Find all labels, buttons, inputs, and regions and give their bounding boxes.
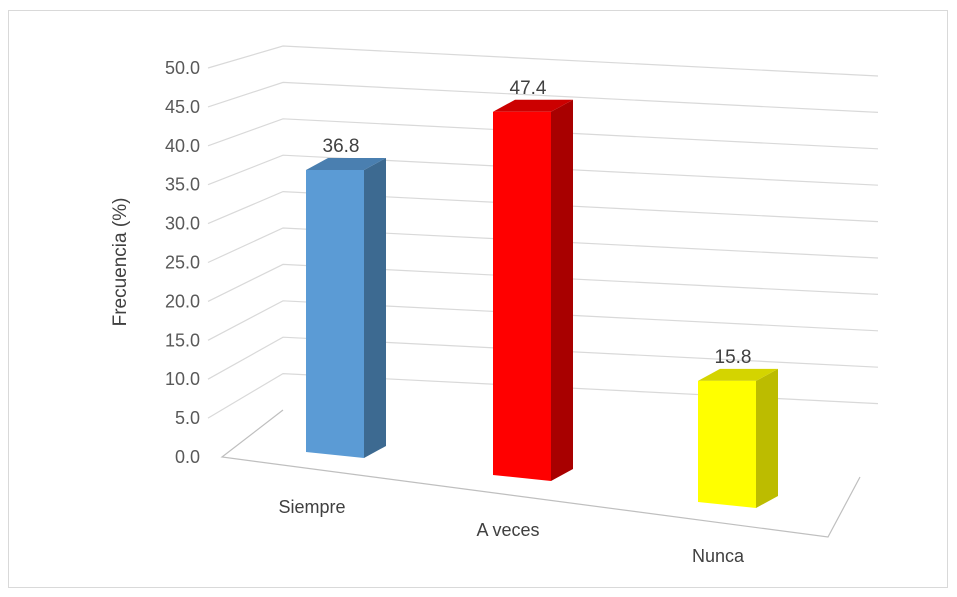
y-tick-label: 50.0	[165, 58, 200, 78]
gridline	[207, 81, 879, 113]
y-tick-label: 0.0	[175, 447, 200, 467]
floor-edge	[220, 409, 861, 538]
bar-top	[493, 99, 573, 112]
y-tick-label: 30.0	[165, 214, 200, 234]
y-tick-label: 5.0	[175, 408, 200, 428]
y-tick-label: 15.0	[165, 330, 200, 350]
y-tick-label: 25.0	[165, 253, 200, 273]
bar-top	[306, 157, 386, 170]
y-tick-label: 35.0	[165, 175, 200, 195]
chart-floor	[220, 409, 861, 538]
gridline	[207, 372, 879, 419]
gridline	[207, 154, 879, 186]
gridline	[207, 45, 879, 77]
bar-side	[756, 368, 778, 508]
gridline	[207, 190, 879, 225]
y-tick-label: 20.0	[165, 291, 200, 311]
category-labels: Siempre A veces Nunca	[278, 497, 745, 566]
category-label: Nunca	[692, 546, 745, 566]
bars	[306, 99, 778, 508]
bar-front	[306, 169, 364, 459]
bar-front	[698, 380, 756, 508]
gridline	[207, 118, 879, 150]
bar-siempre	[306, 157, 386, 459]
bar-a-veces	[493, 99, 573, 481]
gridline	[207, 263, 879, 302]
category-label: A veces	[476, 520, 539, 540]
y-tick-label: 40.0	[165, 136, 200, 156]
y-tick-label: 45.0	[165, 97, 200, 117]
gridline	[207, 336, 879, 380]
bar-front	[493, 111, 551, 481]
data-label: 47.4	[510, 78, 547, 99]
category-label: Siempre	[278, 497, 345, 517]
y-axis-ticks: 0.0 5.0 10.0 15.0 20.0 25.0 30.0 35.0 40.0 45.0 50…	[165, 58, 200, 467]
gridlines	[207, 45, 879, 419]
bar-side	[364, 157, 386, 459]
data-label: 15.8	[715, 347, 752, 368]
chart-frame	[8, 10, 948, 588]
bar-nunca	[698, 368, 778, 508]
gridline	[207, 300, 879, 341]
data-label: 36.8	[323, 136, 360, 157]
y-tick-label: 10.0	[165, 369, 200, 389]
y-axis-label: Frecuencia (%)	[110, 198, 131, 327]
bar-side	[551, 99, 573, 481]
bar-top	[698, 368, 778, 381]
gridline	[207, 227, 879, 264]
data-labels: 36.8 47.4 15.8	[323, 78, 752, 368]
